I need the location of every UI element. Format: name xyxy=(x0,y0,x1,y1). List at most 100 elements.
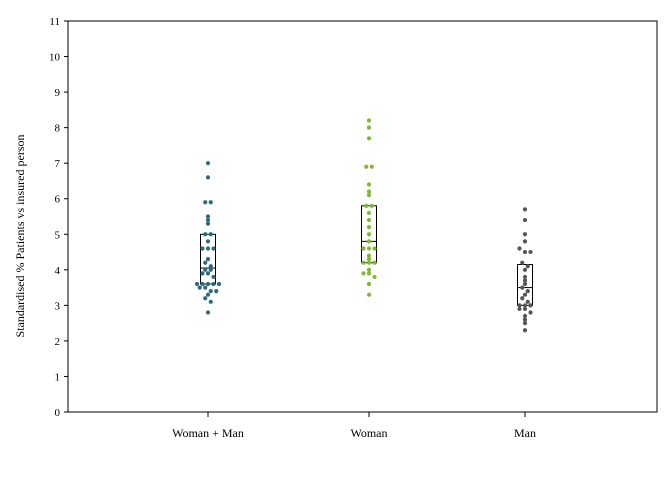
data-point xyxy=(528,249,533,255)
data-point xyxy=(205,221,211,226)
data-point xyxy=(525,289,530,294)
y-tick-label: 6 xyxy=(55,194,61,206)
data-point xyxy=(205,161,211,166)
data-point xyxy=(528,310,533,315)
data-point xyxy=(522,321,528,326)
data-point xyxy=(208,200,213,205)
data-point xyxy=(211,274,216,280)
data-point xyxy=(208,267,213,272)
data-point xyxy=(200,246,205,251)
data-point xyxy=(517,246,522,251)
data-point xyxy=(522,217,528,223)
y-axis-label: Standardised % Patients vs insured perso… xyxy=(13,135,27,338)
data-point xyxy=(366,253,372,258)
y-tick-label: 7 xyxy=(55,158,61,170)
data-point xyxy=(517,303,522,308)
data-point xyxy=(369,164,374,169)
y-tick-label: 11 xyxy=(49,16,60,28)
data-point xyxy=(205,281,211,287)
data-point xyxy=(200,281,205,287)
data-point xyxy=(364,203,369,208)
data-point xyxy=(366,292,372,297)
data-point xyxy=(520,296,525,301)
data-point xyxy=(361,246,366,251)
data-point xyxy=(522,278,528,283)
data-point xyxy=(522,267,528,272)
data-point xyxy=(211,246,216,251)
data-point xyxy=(520,260,525,265)
data-point xyxy=(200,271,205,276)
data-point xyxy=(366,257,372,262)
y-tick-label: 5 xyxy=(55,229,61,241)
data-point xyxy=(205,271,211,276)
data-point xyxy=(525,299,530,304)
data-point xyxy=(216,281,222,287)
data-point xyxy=(205,257,211,262)
data-point xyxy=(208,289,213,294)
data-point xyxy=(522,292,528,297)
data-point xyxy=(522,232,528,237)
data-point xyxy=(525,264,530,269)
data-point xyxy=(372,246,377,251)
data-point xyxy=(205,217,211,223)
plot-area-frame xyxy=(67,20,658,413)
data-point xyxy=(366,118,372,123)
data-point xyxy=(522,239,528,244)
data-point xyxy=(208,264,213,269)
data-point xyxy=(522,306,528,312)
data-point xyxy=(361,260,366,265)
data-point xyxy=(522,317,528,322)
data-point xyxy=(520,285,525,290)
data-point xyxy=(211,281,216,287)
y-tick-label: 10 xyxy=(49,52,61,64)
data-point xyxy=(203,200,208,205)
data-point xyxy=(205,239,211,244)
data-point xyxy=(366,182,372,187)
data-point xyxy=(203,260,208,265)
data-point xyxy=(522,313,528,319)
data-point xyxy=(205,175,211,180)
data-point xyxy=(366,193,372,198)
data-point xyxy=(372,260,377,265)
y-tick-label: 0 xyxy=(55,407,61,419)
data-point xyxy=(366,210,372,216)
data-point xyxy=(197,285,202,290)
data-point xyxy=(366,232,372,237)
data-point xyxy=(364,164,369,169)
category-groups xyxy=(194,118,533,333)
y-axis: 0 1 2 3 4 5 6 7 8 9 10 11 xyxy=(49,16,68,419)
group-woman-man xyxy=(194,161,222,315)
data-point xyxy=(366,260,372,265)
data-point xyxy=(369,203,374,208)
data-point xyxy=(203,296,208,301)
y-tick-label: 3 xyxy=(55,300,61,312)
data-point xyxy=(366,246,372,251)
y-tick-label: 2 xyxy=(55,336,61,348)
y-tick-label: 4 xyxy=(55,265,61,277)
data-point xyxy=(205,310,211,315)
data-point xyxy=(366,125,372,130)
data-point xyxy=(522,303,528,308)
data-point xyxy=(366,136,372,141)
data-point xyxy=(203,285,208,290)
data-point xyxy=(205,292,211,297)
data-point xyxy=(194,281,200,287)
data-point xyxy=(528,303,533,308)
data-point xyxy=(203,267,208,272)
data-point xyxy=(522,274,528,280)
data-point xyxy=(366,281,372,287)
data-point xyxy=(522,249,528,255)
data-point xyxy=(203,232,208,237)
data-point xyxy=(205,246,211,251)
data-point xyxy=(366,225,372,230)
data-point xyxy=(214,289,219,294)
data-point xyxy=(361,271,366,276)
data-point xyxy=(366,239,372,244)
data-point xyxy=(366,267,372,272)
data-point xyxy=(522,207,528,212)
data-point xyxy=(366,217,372,223)
y-tick-label: 9 xyxy=(55,87,61,99)
x-tick-label: Woman xyxy=(350,426,387,440)
data-point xyxy=(522,281,528,287)
